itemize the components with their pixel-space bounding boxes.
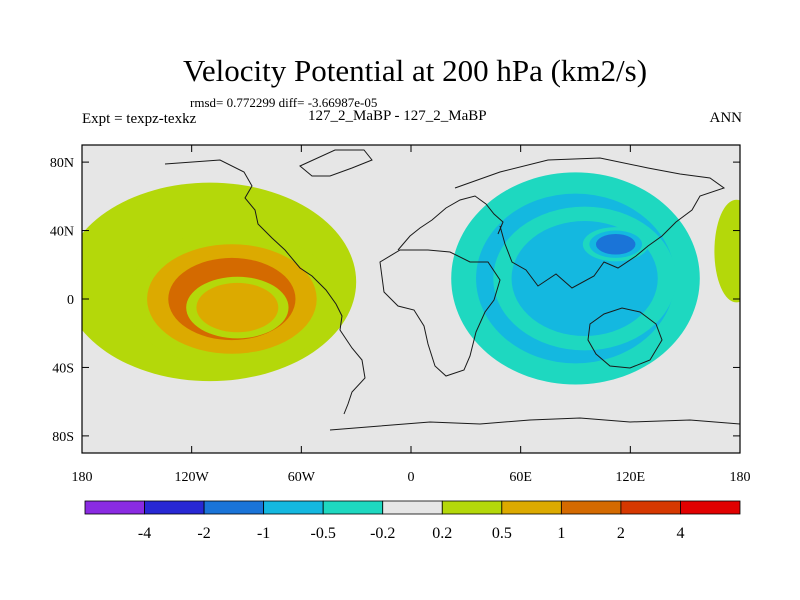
stats-text: rmsd= 0.772299 diff= -3.66987e-05 — [190, 95, 378, 110]
coastline-antarctica — [329, 417, 740, 431]
season-label: ANN — [709, 110, 743, 126]
colorbar-swatch — [203, 500, 265, 515]
colorbar-label: 2 — [617, 525, 625, 542]
x-axis: 180 120W 60W 0 60E 120E 180 — [72, 145, 751, 485]
colorbar-swatch — [680, 500, 741, 515]
colorbar-swatch — [322, 500, 384, 515]
x-tick-label: 60W — [288, 470, 316, 485]
contour-positive-max-1 — [196, 282, 279, 333]
colorbar-swatch — [84, 500, 145, 515]
x-tick-label: 180 — [730, 470, 751, 485]
y-tick-label: 40S — [52, 361, 74, 376]
colorbar-label: -1 — [257, 525, 270, 542]
colorbar-label: -4 — [138, 525, 151, 542]
colorbar-swatch — [560, 500, 622, 515]
coastline-americas — [164, 159, 366, 415]
coastline-australia — [587, 307, 663, 369]
colorbar-swatch — [144, 500, 205, 515]
chart-title: Velocity Potential at 200 hPa (km2/s) — [182, 53, 648, 88]
colorbar-label: 0.5 — [492, 525, 512, 542]
y-tick-label: 0 — [67, 293, 74, 308]
colorbar-swatch — [263, 500, 324, 515]
coastline-europe — [397, 195, 504, 251]
x-tick-label: 60E — [509, 470, 532, 485]
coastline-layer — [164, 149, 740, 431]
contour-negative-max-2 — [595, 233, 636, 255]
contour-positive-east-edge-0 — [714, 199, 740, 303]
y-axis: 80N 40N 0 40S 80S — [50, 156, 740, 445]
colorbar-label: -0.5 — [311, 525, 336, 542]
coastline-asia — [454, 157, 726, 289]
x-tick-label: 120E — [616, 470, 646, 485]
colorbar-swatch — [501, 500, 562, 515]
colorbar-label: -0.2 — [370, 525, 395, 542]
x-tick-label: 180 — [72, 470, 93, 485]
colorbar-label: 4 — [676, 525, 684, 542]
experiment-label: Expt = texpz-texkz — [82, 111, 197, 127]
colorbar-label: 1 — [557, 525, 565, 542]
colorbar-swatch — [620, 500, 681, 515]
colorbar-swatch — [382, 500, 443, 515]
colorbar-swatch — [441, 500, 503, 515]
x-tick-label: 0 — [408, 470, 415, 485]
coastline-africa — [379, 249, 501, 377]
case-label: 127_2_MaBP - 127_2_MaBP — [308, 108, 487, 124]
y-tick-label: 80N — [50, 156, 74, 171]
coastline-greenland — [299, 149, 373, 177]
contour-fill-layer — [82, 172, 740, 385]
colorbar: -4 -2 -1 -0.5 -0.2 0.2 0.5 1 2 4 — [84, 500, 741, 542]
y-tick-label: 80S — [52, 430, 74, 445]
colorbar-label: 0.2 — [432, 525, 452, 542]
x-tick-label: 120W — [175, 470, 210, 485]
y-tick-label: 40N — [50, 225, 74, 240]
colorbar-label: -2 — [197, 525, 210, 542]
